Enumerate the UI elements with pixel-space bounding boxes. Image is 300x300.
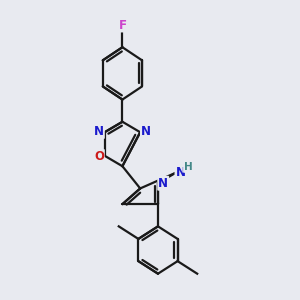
Text: F: F xyxy=(118,19,126,32)
Text: O: O xyxy=(94,150,104,163)
Text: N: N xyxy=(176,166,185,179)
Text: N: N xyxy=(94,125,104,138)
Text: N: N xyxy=(141,125,151,138)
Text: N: N xyxy=(158,177,168,190)
Text: H: H xyxy=(184,162,193,172)
